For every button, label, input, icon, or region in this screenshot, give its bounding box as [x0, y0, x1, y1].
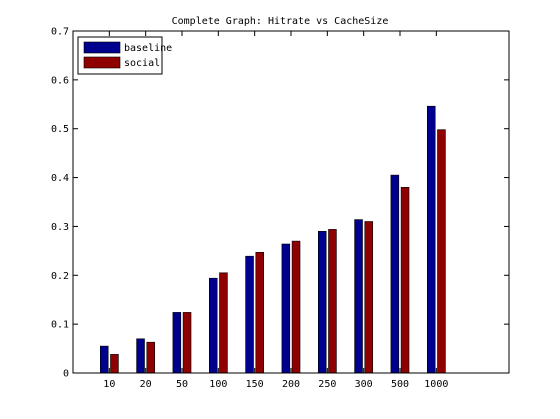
- bar-baseline-10: [100, 346, 108, 373]
- x-tick-label: 200: [282, 379, 300, 390]
- bar-baseline-50: [173, 312, 181, 373]
- x-tick-label: 10: [103, 379, 115, 390]
- bar-baseline-100: [209, 278, 217, 373]
- bar-social-300: [365, 222, 373, 374]
- y-tick-label: 0.7: [51, 27, 69, 38]
- bar-social-100: [220, 273, 228, 373]
- legend-label-social: social: [124, 58, 160, 69]
- bar-social-200: [292, 241, 300, 373]
- x-tick-label: 100: [209, 379, 227, 390]
- y-tick-label: 0.2: [51, 271, 69, 282]
- x-tick-label: 1000: [424, 379, 448, 390]
- bar-baseline-250: [318, 231, 326, 373]
- bar-baseline-1000: [427, 106, 435, 373]
- bar-baseline-300: [355, 220, 363, 373]
- x-tick-label: 150: [246, 379, 264, 390]
- bar-social-1000: [438, 130, 446, 373]
- legend-swatch-social: [84, 57, 120, 68]
- bar-social-500: [401, 187, 409, 373]
- bar-baseline-20: [137, 339, 145, 373]
- x-tick-label: 50: [176, 379, 188, 390]
- bar-social-150: [256, 252, 264, 373]
- x-tick-label: 300: [355, 379, 373, 390]
- y-tick-label: 0.1: [51, 320, 69, 331]
- x-tick-label: 500: [391, 379, 409, 390]
- bar-baseline-150: [246, 256, 254, 373]
- bar-baseline-500: [391, 175, 399, 373]
- y-tick-label: 0.3: [51, 222, 69, 233]
- bar-social-50: [183, 312, 191, 373]
- bar-social-250: [329, 229, 337, 373]
- bar-social-10: [111, 354, 119, 373]
- y-tick-label: 0.6: [51, 75, 69, 86]
- legend-label-baseline: baseline: [124, 43, 172, 54]
- y-tick-label: 0.5: [51, 124, 69, 135]
- y-tick-label: 0: [63, 369, 69, 380]
- legend-swatch-baseline: [84, 42, 120, 53]
- chart-title: Complete Graph: Hitrate vs CacheSize: [172, 16, 389, 27]
- legend: baseline social: [78, 37, 172, 74]
- bar-social-20: [147, 342, 155, 373]
- y-tick-label: 0.4: [51, 173, 69, 184]
- bar-baseline-200: [282, 244, 290, 373]
- x-tick-label: 250: [318, 379, 336, 390]
- x-tick-label: 20: [140, 379, 152, 390]
